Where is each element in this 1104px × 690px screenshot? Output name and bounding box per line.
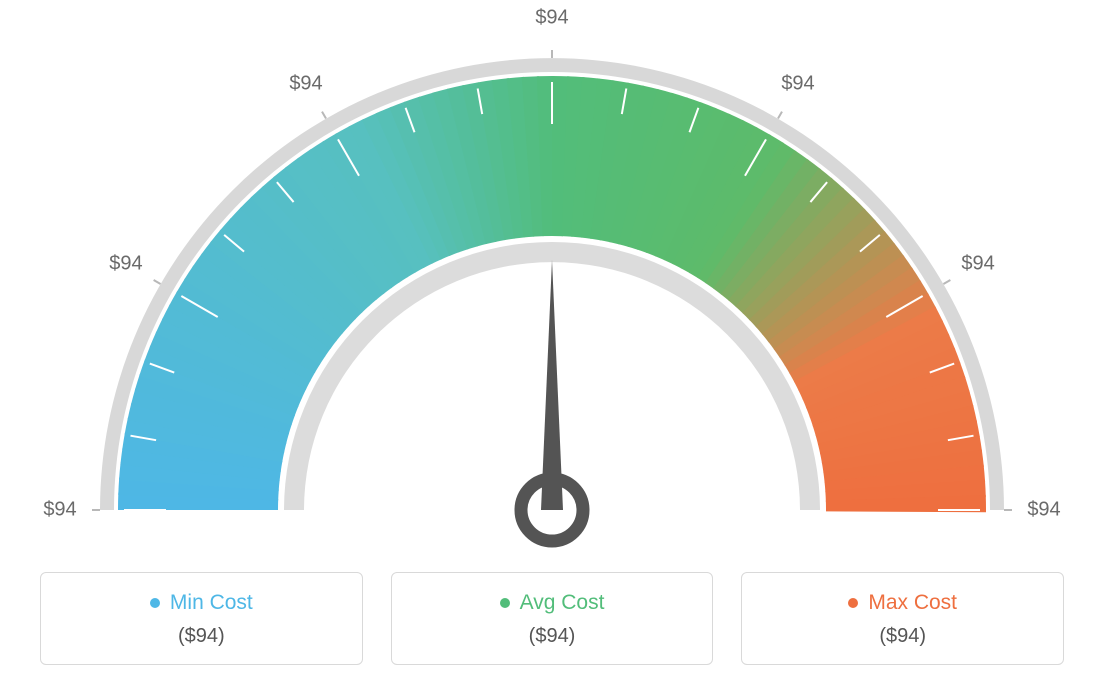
gauge-area: $94 $94 $94 $94 $94 $94 $94 bbox=[0, 0, 1104, 560]
legend-title-min: Min Cost bbox=[150, 591, 253, 615]
legend-dot-min bbox=[150, 598, 160, 608]
legend-label-max: Max Cost bbox=[868, 591, 957, 615]
gauge-tick-label: $94 bbox=[961, 253, 994, 276]
legend-value-min: ($94) bbox=[51, 625, 352, 648]
gauge-tick-label: $94 bbox=[43, 499, 76, 522]
legend-box-min: Min Cost ($94) bbox=[40, 572, 363, 665]
legend-dot-avg bbox=[500, 598, 510, 608]
gauge-tick-label: $94 bbox=[109, 253, 142, 276]
legend-value-max: ($94) bbox=[752, 625, 1053, 648]
gauge-tick-label: $94 bbox=[289, 72, 322, 95]
legend-label-avg: Avg Cost bbox=[520, 591, 605, 615]
gauge-tick-label: $94 bbox=[535, 7, 568, 30]
cost-gauge-chart: $94 $94 $94 $94 $94 $94 $94 Min Cost ($94) Avg… bbox=[0, 0, 1104, 690]
legend-dot-max bbox=[848, 598, 858, 608]
legend-title-avg: Avg Cost bbox=[500, 591, 605, 615]
gauge-tick-label: $94 bbox=[1027, 499, 1060, 522]
gauge-tick-label: $94 bbox=[781, 72, 814, 95]
legend: Min Cost ($94) Avg Cost ($94) Max Cost (… bbox=[40, 572, 1064, 665]
legend-value-avg: ($94) bbox=[402, 625, 703, 648]
legend-box-max: Max Cost ($94) bbox=[741, 572, 1064, 665]
legend-label-min: Min Cost bbox=[170, 591, 253, 615]
legend-title-max: Max Cost bbox=[848, 591, 957, 615]
gauge-svg bbox=[0, 0, 1104, 560]
legend-box-avg: Avg Cost ($94) bbox=[391, 572, 714, 665]
